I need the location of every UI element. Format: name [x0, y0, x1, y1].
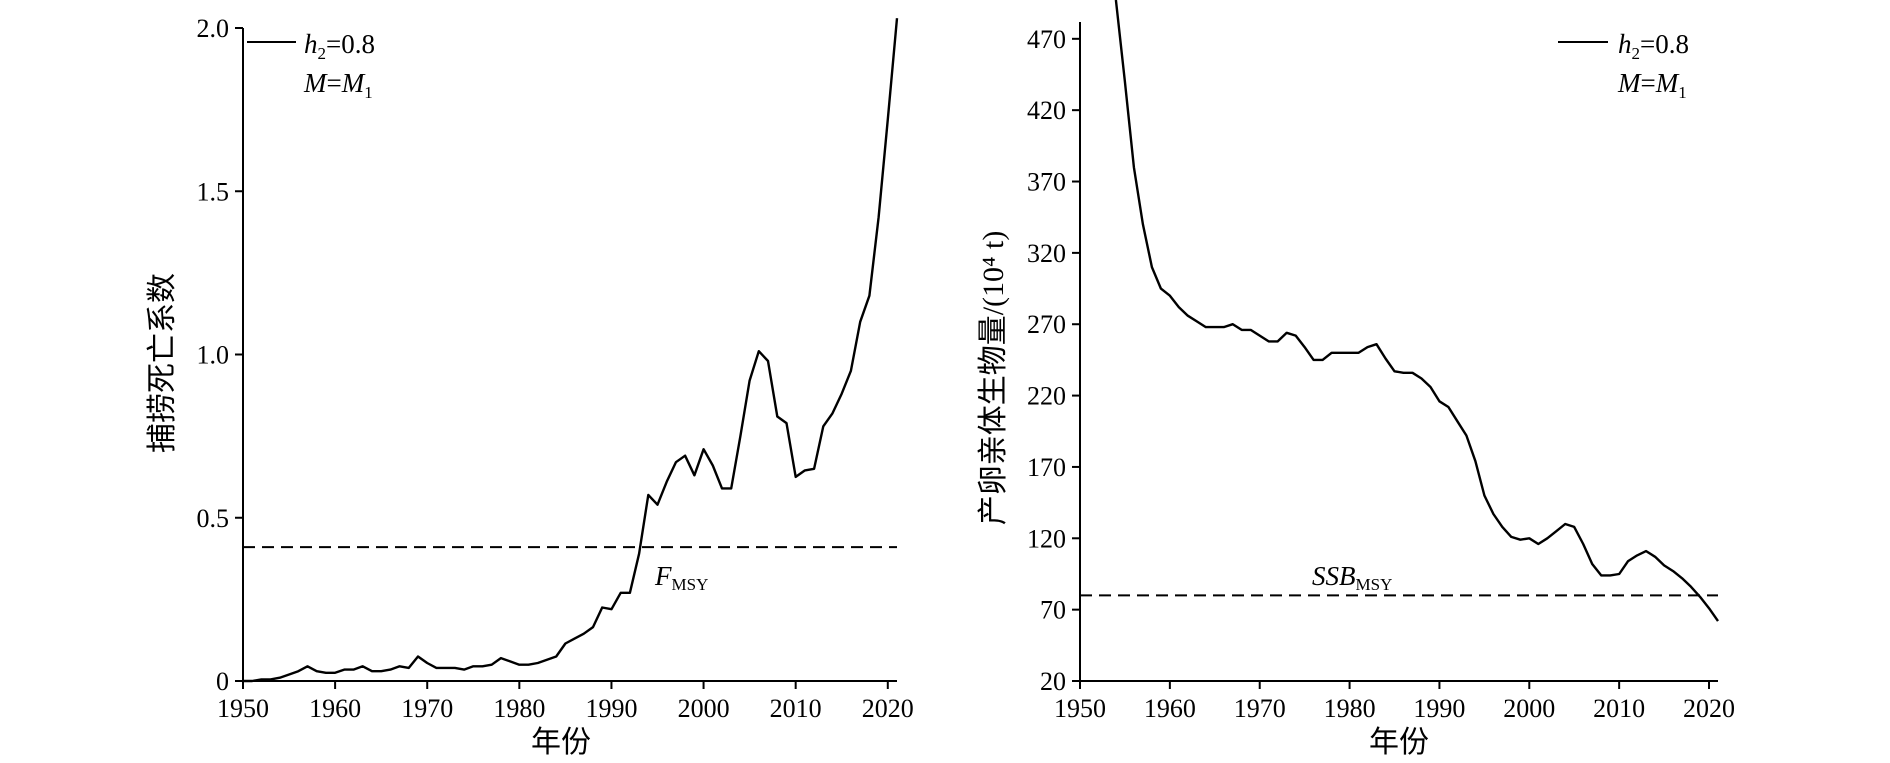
- spawning-biomass-x-tick-label: 1970: [1234, 694, 1286, 723]
- legend-m-label: M=M1: [1617, 68, 1687, 102]
- spawning-biomass-x-tick-label: 2000: [1503, 694, 1555, 723]
- fishing-mortality-x-tick-label: 1990: [585, 694, 637, 723]
- fishing-mortality-legend: h2=0.8 M=M1: [247, 29, 375, 102]
- spawning-biomass-y-tick-label: 370: [1027, 168, 1066, 197]
- fishing-mortality-x-tick-label: 2000: [678, 694, 730, 723]
- fishing-mortality-x-axis-title: 年份: [531, 726, 591, 759]
- legend-h2-label: h2=0.8: [1618, 29, 1689, 63]
- ssbmsy-label: SSBMSY: [1312, 561, 1392, 594]
- spawning-biomass-y-tick-label: 120: [1027, 524, 1066, 553]
- fishing-mortality-y-tick-label: 1.0: [197, 341, 230, 370]
- spawning-biomass-y-tick-label: 470: [1027, 25, 1066, 54]
- fishing-mortality-plot-area: 1950 1960 1970 1980 1990 2000 2010 2020 0 0.5 1.0 1…: [197, 14, 914, 723]
- spawning-biomass-x-axis-title: 年份: [1369, 726, 1429, 759]
- spawning-biomass-y-tick-label: 170: [1027, 453, 1066, 482]
- fmsy-label: FMSY: [654, 561, 708, 594]
- spawning-biomass-y-tick-label: 70: [1040, 596, 1066, 625]
- fishing-mortality-x-tick-label: 1980: [493, 694, 545, 723]
- spawning-biomass-x-tick-label: 1950: [1054, 694, 1106, 723]
- spawning-biomass-series-line: [1114, 0, 1719, 622]
- spawning-biomass-x-tick-label: 1960: [1144, 694, 1196, 723]
- spawning-biomass-y-tick-label: 220: [1027, 382, 1066, 411]
- spawning-biomass-x-tick-label: 2010: [1593, 694, 1645, 723]
- spawning-biomass-y-axis-title: 产卵亲体生物量/(10⁴ t): [977, 231, 1010, 526]
- fishing-mortality-y-tick-label: 2.0: [197, 14, 230, 43]
- spawning-biomass-y-tick-label: 420: [1027, 96, 1066, 125]
- fishing-mortality-y-axis-title: 捕捞死亡系数: [146, 273, 179, 453]
- spawning-biomass-chart: 1950 1960 1970 1980 1990 2000 2010 202020701201…: [977, 0, 1735, 759]
- fishing-mortality-y-tick-label: 0.5: [197, 504, 230, 533]
- fishing-mortality-x-tick-label: 2020: [862, 694, 914, 723]
- legend-m-label: M=M1: [303, 68, 373, 102]
- spawning-biomass-y-tick-label: 20: [1040, 667, 1066, 696]
- spawning-biomass-x-tick-label: 1980: [1324, 694, 1376, 723]
- spawning-biomass-plot-area: 1950 1960 1970 1980 1990 2000 2010 202020701201…: [1027, 0, 1735, 723]
- fishing-mortality-x-tick-label: 1950: [217, 694, 269, 723]
- spawning-biomass-x-tick-label: 2020: [1683, 694, 1735, 723]
- fishing-mortality-series-line: [243, 18, 899, 683]
- fishing-mortality-x-tick-label: 1960: [309, 694, 361, 723]
- spawning-biomass-y-tick-label: 270: [1027, 310, 1066, 339]
- spawning-biomass-legend: h2=0.8 M=M1: [1558, 29, 1689, 102]
- fishing-mortality-y-tick-label: 1.5: [197, 177, 230, 206]
- spawning-biomass-y-tick-label: 320: [1027, 239, 1066, 268]
- spawning-biomass-x-tick-label: 1990: [1413, 694, 1465, 723]
- fishing-mortality-x-tick-label: 1970: [401, 694, 453, 723]
- fishing-mortality-chart: 1950 1960 1970 1980 1990 2000 2010 2020 0 0.5 1.0 1…: [146, 14, 914, 759]
- legend-h2-label: h2=0.8: [304, 29, 375, 63]
- fishing-mortality-y-tick-label: 0: [216, 667, 229, 696]
- fishing-mortality-x-tick-label: 2010: [770, 694, 822, 723]
